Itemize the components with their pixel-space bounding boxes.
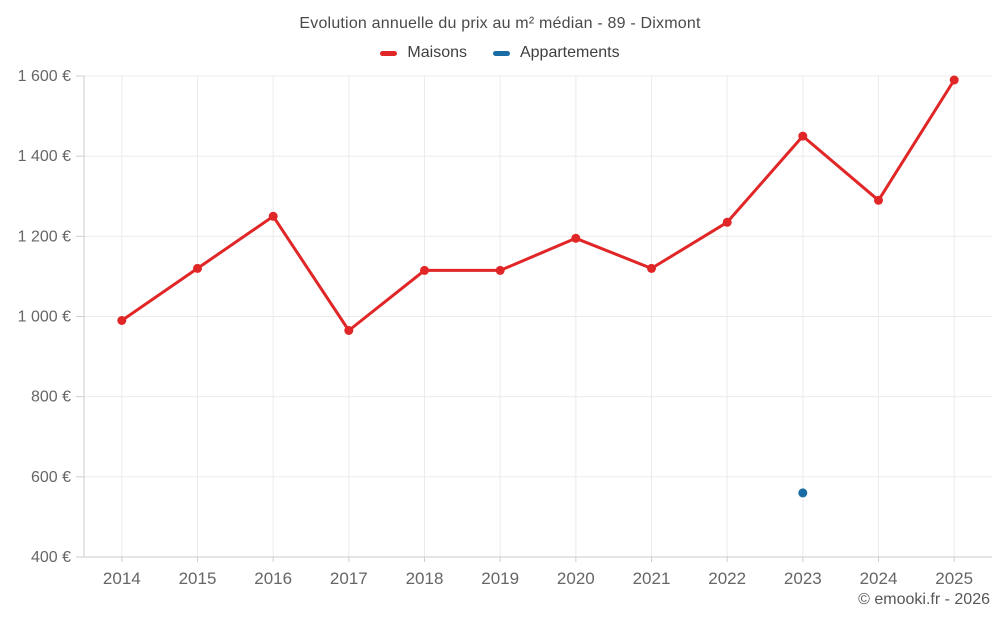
svg-text:2024: 2024 (860, 569, 898, 588)
svg-text:2021: 2021 (633, 569, 671, 588)
svg-text:1 000 €: 1 000 € (18, 309, 71, 326)
legend: Maisons Appartements (0, 44, 1000, 62)
svg-text:1 600 €: 1 600 € (18, 68, 71, 85)
svg-text:2018: 2018 (406, 569, 444, 588)
svg-text:2022: 2022 (708, 569, 746, 588)
chart-title: Evolution annuelle du prix au m² médian … (299, 15, 701, 32)
svg-text:2023: 2023 (784, 569, 822, 588)
svg-text:2016: 2016 (254, 569, 292, 588)
svg-text:1 200 €: 1 200 € (18, 228, 71, 245)
copyright: © emooki.fr - 2026 (858, 591, 990, 608)
svg-text:400 €: 400 € (31, 549, 71, 566)
svg-text:1 400 €: 1 400 € (18, 148, 71, 165)
legend-label-appartements: Appartements (519, 44, 620, 61)
svg-text:2015: 2015 (179, 569, 217, 588)
svg-text:2019: 2019 (481, 569, 519, 588)
svg-text:2017: 2017 (330, 569, 368, 588)
legend-item-appartements[interactable]: Appartements (492, 44, 620, 62)
svg-text:800 €: 800 € (31, 389, 71, 406)
legend-label-maisons: Maisons (407, 44, 467, 61)
legend-item-maisons[interactable]: Maisons (380, 44, 467, 62)
svg-text:2020: 2020 (557, 569, 595, 588)
svg-text:2014: 2014 (103, 569, 141, 588)
svg-text:2025: 2025 (935, 569, 973, 588)
svg-text:600 €: 600 € (31, 469, 71, 486)
appartements-series-swatch-icon (492, 50, 510, 56)
maisons-series-swatch-icon (380, 50, 398, 56)
